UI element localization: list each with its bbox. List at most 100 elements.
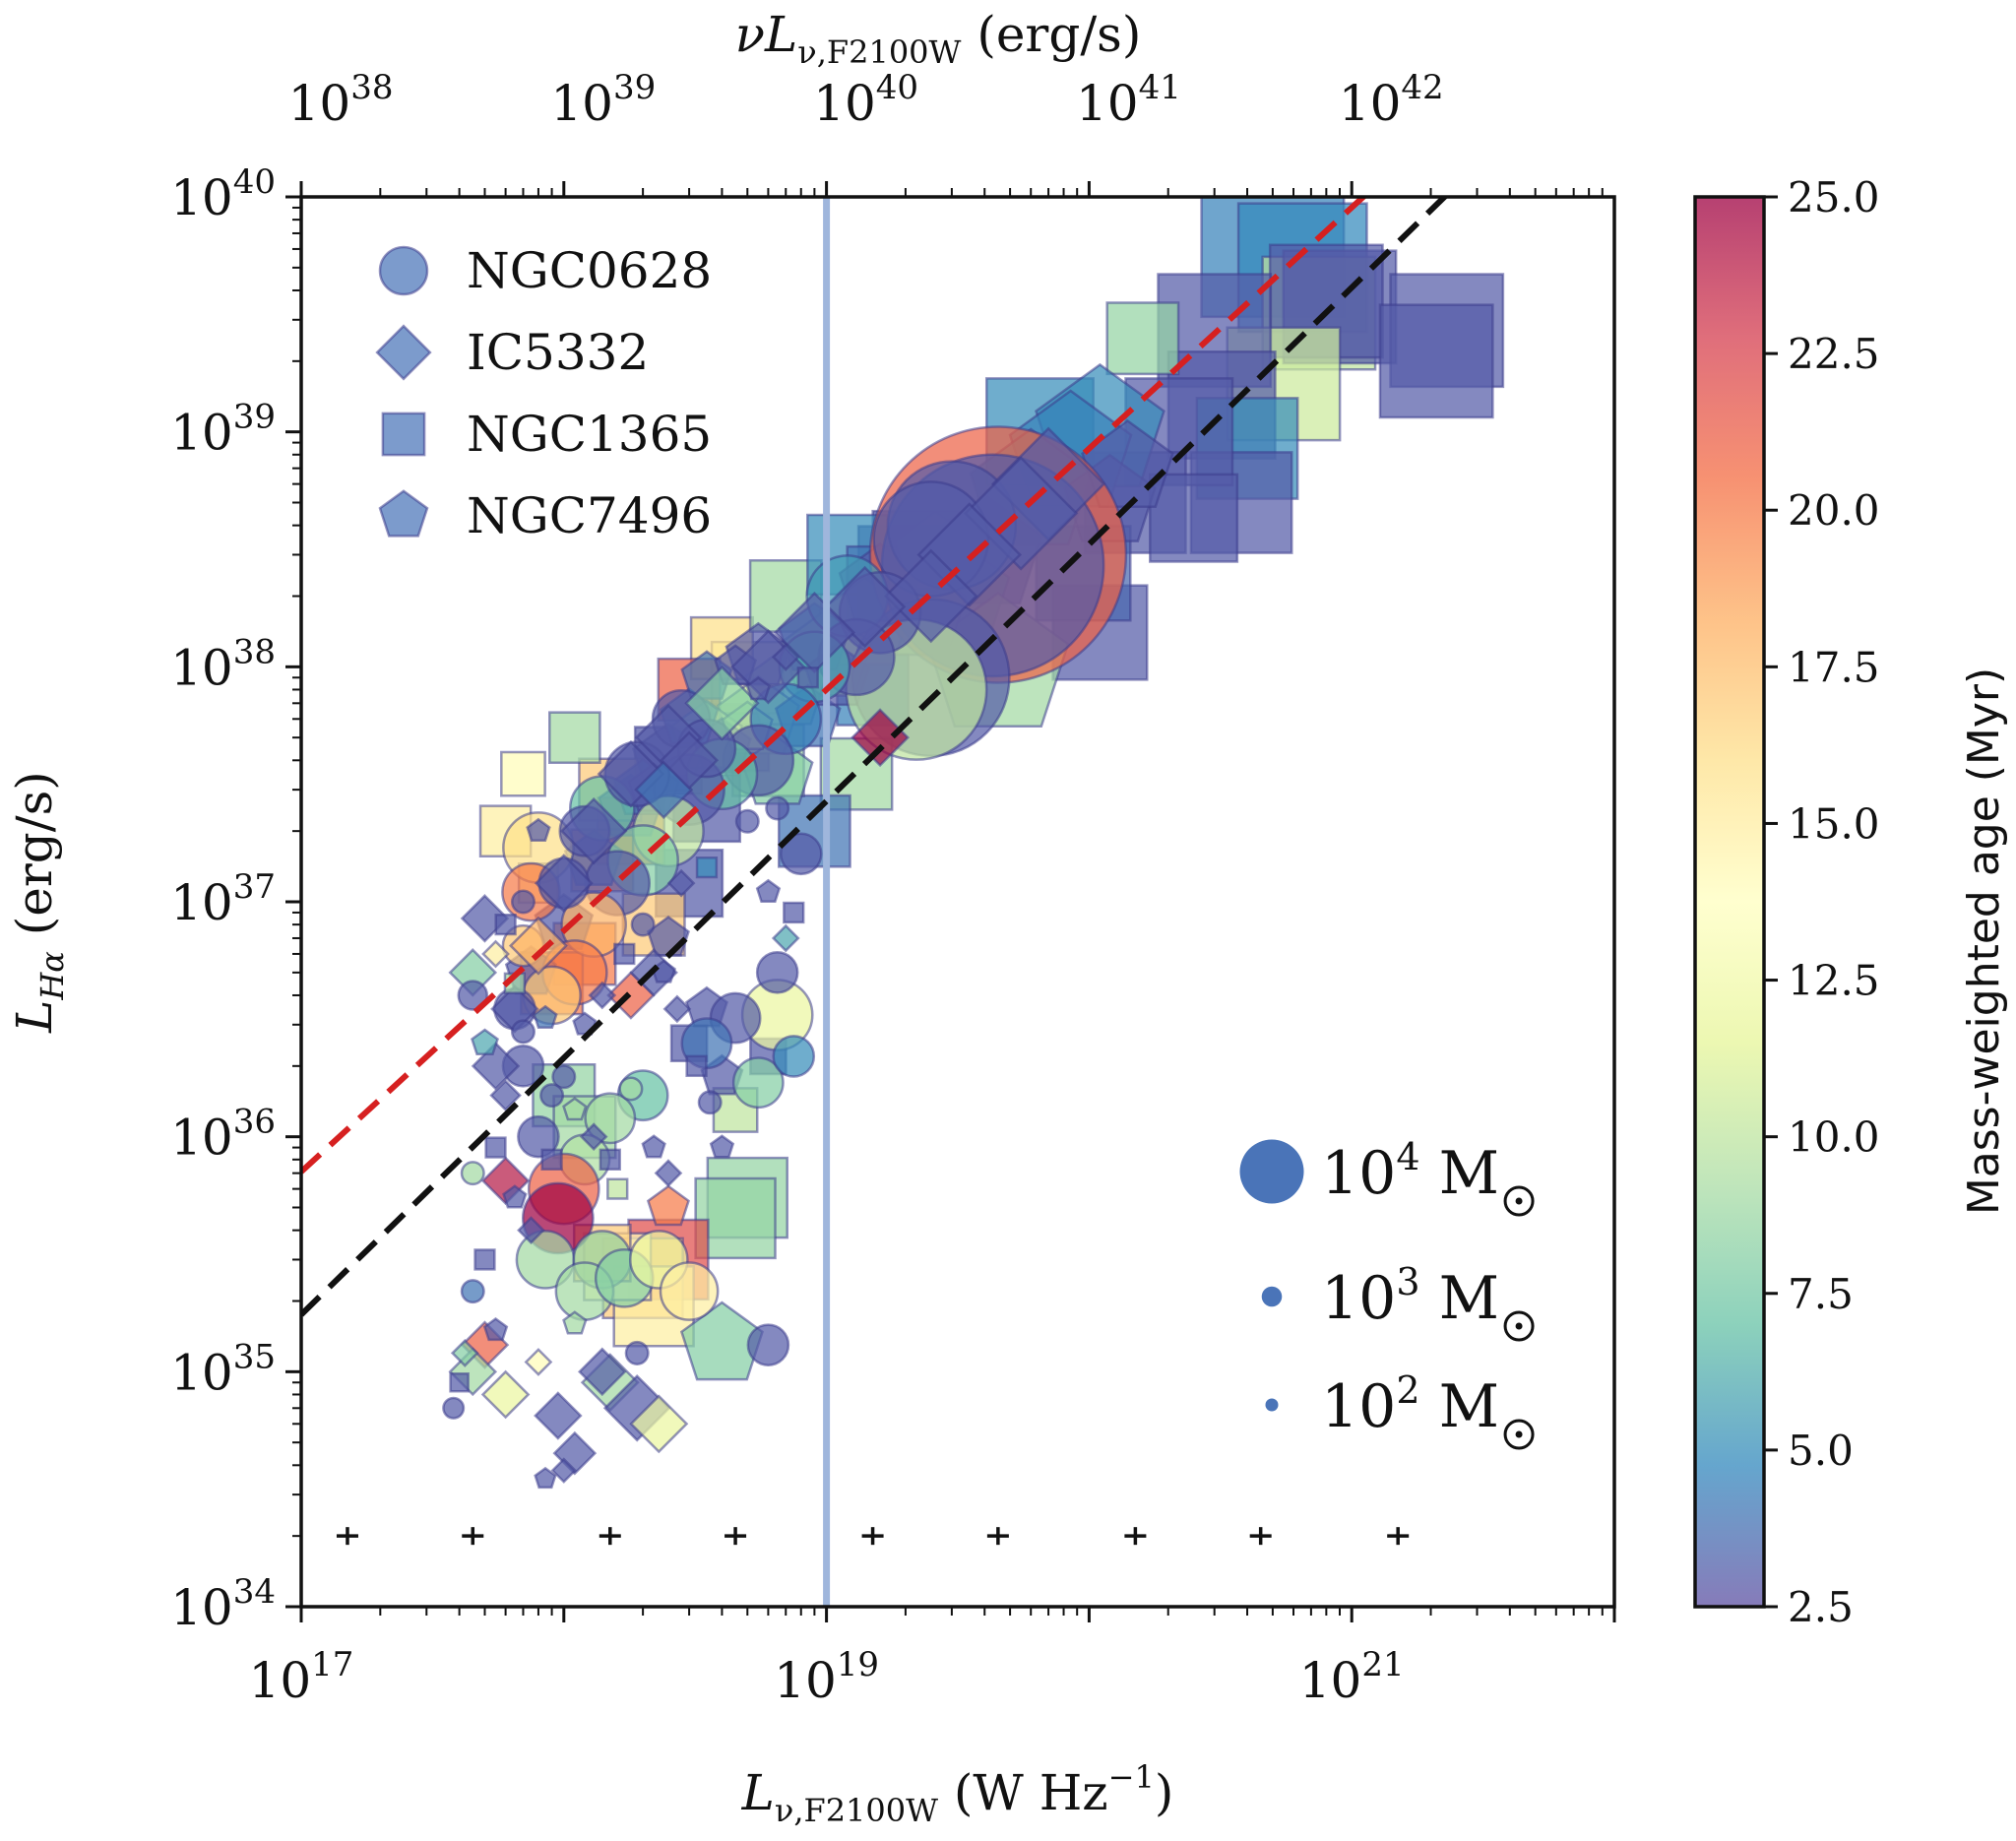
y-tick-label: 1037 <box>170 867 276 931</box>
size-circle-icon <box>1239 1139 1304 1204</box>
y-tick-label: 1040 <box>170 162 276 226</box>
colorbar-tick-label: 17.5 <box>1788 643 1880 691</box>
tick-exp: 39 <box>233 398 276 437</box>
size-legend-item: 104 M <box>1239 1135 1535 1217</box>
tick-exp: 40 <box>233 162 276 202</box>
data-point <box>779 832 823 876</box>
tick-base: 10 <box>170 405 233 462</box>
tick-base: 10 <box>170 169 233 226</box>
data-point <box>577 1347 627 1397</box>
tick-base: 10 <box>774 1652 837 1709</box>
colorbar: 2.5 5.0 7.5 10.0 12.5 15.0 17.5 20.0 22.5 25.0 Mas… <box>1693 173 2009 1631</box>
data-point <box>460 1161 485 1186</box>
data-point <box>562 1097 588 1121</box>
tick-base: 10 <box>249 1652 312 1709</box>
top-tick-label: 1041 <box>1076 68 1181 132</box>
data-point <box>641 1134 666 1159</box>
colorbar-tick-label: 25.0 <box>1788 173 1880 222</box>
tick-base: 10 <box>550 75 613 132</box>
tick-base: 10 <box>288 75 351 132</box>
error-bar-marker <box>1124 1527 1147 1546</box>
data-point <box>685 1054 708 1077</box>
sun-symbol-icon <box>1503 1419 1535 1450</box>
tick-base: 10 <box>170 874 233 931</box>
data-point <box>579 1122 608 1152</box>
tick-exp: 40 <box>876 68 918 107</box>
tick-base: 10 <box>1299 1652 1362 1709</box>
colorbar-tick-label: 7.5 <box>1788 1270 1854 1318</box>
data-point <box>630 912 656 937</box>
data-point <box>697 1090 723 1115</box>
data-point <box>734 808 760 834</box>
data-point <box>695 856 719 879</box>
data-point <box>548 711 601 765</box>
sun-symbol-icon <box>1503 1310 1535 1342</box>
data-point <box>480 1369 531 1420</box>
y-title-sub: Hα <box>33 951 71 1001</box>
data-point <box>508 916 568 976</box>
data-point <box>755 951 799 994</box>
data-point <box>624 1340 650 1365</box>
y-tick-label: 1035 <box>170 1337 276 1401</box>
data-point <box>450 1339 479 1367</box>
sun-dot <box>1515 1197 1523 1205</box>
data-point <box>1149 473 1239 563</box>
top-tick-label: 1038 <box>288 68 394 132</box>
x-title-unit: (W Hz <box>938 1764 1108 1821</box>
data-point <box>1378 303 1494 419</box>
y-axis-title: LHα (erg/s) <box>6 771 71 1034</box>
tick-exp: 35 <box>233 1337 276 1376</box>
legend-label: NGC7496 <box>467 487 712 544</box>
tick-exp: 38 <box>350 68 393 107</box>
error-bar-marker <box>598 1527 621 1546</box>
tick-exp: 39 <box>613 68 656 107</box>
data-point <box>551 1064 577 1090</box>
x-title-main: L <box>741 1764 775 1821</box>
size-unit: M <box>1420 1139 1500 1208</box>
data-point <box>539 1083 565 1109</box>
size-unit: M <box>1420 1264 1500 1333</box>
legend-label: NGC1365 <box>467 406 712 463</box>
size-base: 10 <box>1321 1372 1396 1441</box>
size-circle-icon <box>1261 1286 1283 1307</box>
data-point <box>442 1396 466 1420</box>
x-axis-title: Lν,F2100W (W Hz−1) <box>741 1758 1174 1829</box>
data-point <box>526 817 551 842</box>
error-bar-marker <box>336 1527 358 1546</box>
legend-item-ngc7496: NGC7496 <box>378 487 712 544</box>
data-point <box>484 1136 507 1159</box>
axes: 1017 1019 10211034103510361037103810391040… <box>6 6 1616 1829</box>
legend-item-ngc0628: NGC0628 <box>378 242 712 299</box>
data-point <box>550 1457 578 1484</box>
x-tick-label: 1021 <box>1299 1645 1405 1709</box>
tick-exp: 36 <box>233 1103 276 1142</box>
sun-dot <box>1515 1322 1523 1330</box>
data-point <box>745 676 772 701</box>
tick-exp: 34 <box>233 1572 276 1612</box>
y-tick-label: 1038 <box>170 632 276 696</box>
top-title-sub: ν,F2100W <box>797 33 961 71</box>
tick-base: 10 <box>170 639 233 696</box>
colorbar-tick-label: 15.0 <box>1788 799 1880 848</box>
fit-lines <box>301 197 1449 1607</box>
data-point <box>709 1134 735 1159</box>
colorbar-tick-label: 12.5 <box>1788 957 1880 1005</box>
colorbar-tick-label: 20.0 <box>1788 486 1880 535</box>
tick-base: 10 <box>170 1110 233 1167</box>
data-point <box>731 1056 785 1110</box>
size-legend-item: 102 M <box>1265 1368 1535 1450</box>
size-base: 10 <box>1321 1264 1396 1333</box>
size-circle-icon <box>1265 1398 1279 1412</box>
colorbar-tick-label: 2.5 <box>1788 1583 1854 1631</box>
data-point <box>659 1261 720 1321</box>
data-point <box>562 1310 588 1335</box>
data-point <box>510 889 536 915</box>
marker-legend: NGC0628 IC5332 NGC1365 NGC7496 <box>375 242 712 544</box>
size-unit: M <box>1420 1372 1500 1441</box>
tick-base: 10 <box>170 1344 233 1401</box>
top-axis-title: νLν,F2100W (erg/s) <box>735 6 1142 71</box>
colorbar-tick-label: 5.0 <box>1788 1427 1854 1475</box>
size-base: 10 <box>1321 1139 1396 1208</box>
data-point <box>755 878 782 903</box>
tick-exp: 19 <box>837 1645 879 1684</box>
